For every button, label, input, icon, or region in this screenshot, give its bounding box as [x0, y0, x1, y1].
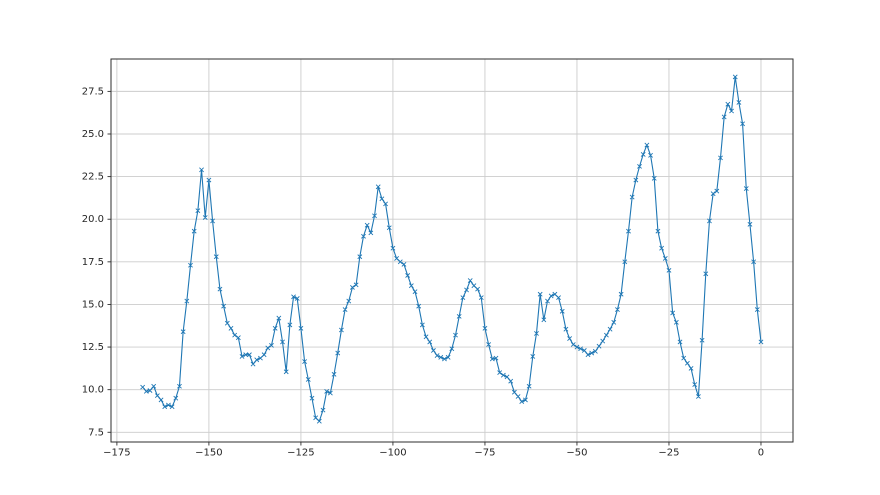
y-tick-label: 17.5: [82, 257, 104, 268]
plot-area: [111, 59, 793, 442]
tick-marks: [107, 90, 762, 446]
y-tick-label: 25.0: [82, 129, 104, 140]
x-tick-label: −75: [474, 447, 495, 458]
data-point-markers: [140, 74, 764, 424]
x-tick-label: −100: [379, 447, 406, 458]
y-tick-label: 12.5: [82, 342, 104, 353]
x-tick-label: 0: [758, 447, 764, 458]
x-tick-label: −175: [103, 447, 130, 458]
grid: [111, 59, 793, 442]
tick-labels: −175 −150 −125 −100 −75 −50 −25 0 7.5 10.0 12.5 15.…: [82, 86, 764, 458]
axes-spines: [110, 58, 794, 443]
data-series: [140, 74, 764, 424]
x-tick-label: −50: [566, 447, 587, 458]
y-tick-label: 7.5: [88, 427, 104, 438]
x-tick-label: −150: [195, 447, 222, 458]
y-tick-label: 10.0: [82, 385, 104, 396]
y-tick-label: 15.0: [82, 299, 104, 310]
y-tick-label: 22.5: [82, 172, 104, 183]
y-tick-label: 27.5: [82, 86, 104, 97]
x-tick-label: −125: [287, 447, 314, 458]
y-tick-label: 20.0: [82, 214, 104, 225]
x-tick-label: −25: [658, 447, 679, 458]
